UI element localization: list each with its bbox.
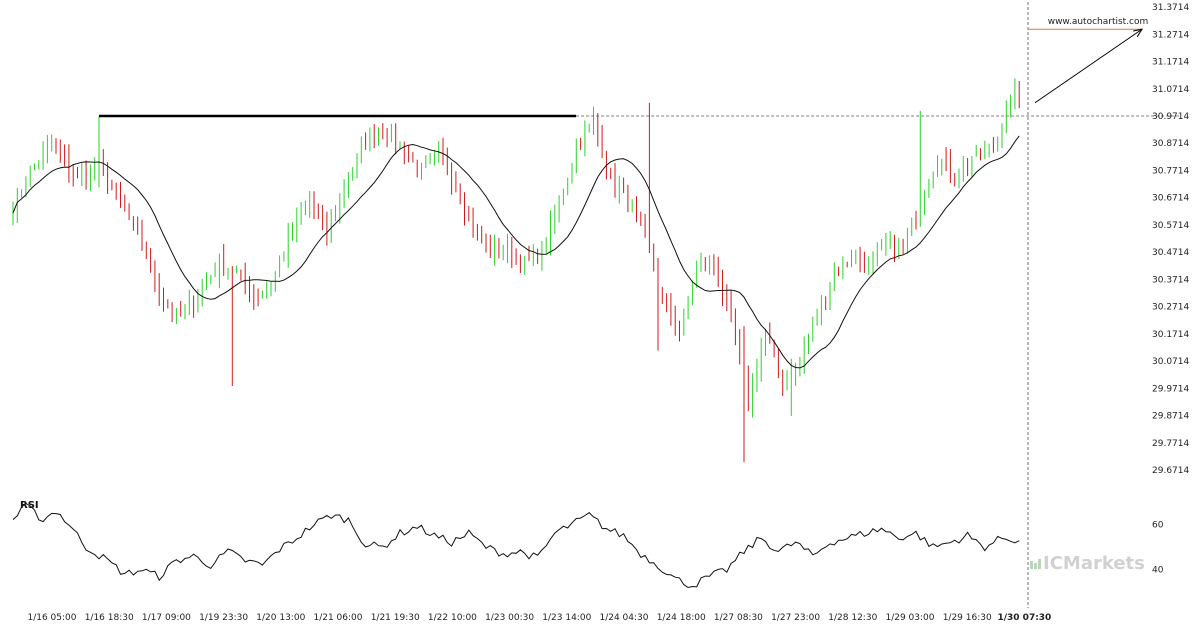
x-tick-label: 1/28 12:30 bbox=[828, 613, 877, 623]
y-tick-label: 30.9714 bbox=[1152, 112, 1189, 122]
rsi-tick-label: 40 bbox=[1152, 566, 1164, 576]
y-tick-label: 29.8714 bbox=[1152, 412, 1189, 422]
x-tick-label: 1/20 13:00 bbox=[256, 613, 305, 623]
x-tick-label: 1/21 19:30 bbox=[371, 613, 420, 623]
y-tick-label: 30.6714 bbox=[1152, 194, 1189, 204]
autochartist-watermark: www.autochartist.com bbox=[1048, 17, 1149, 27]
y-tick-label: 29.6714 bbox=[1152, 466, 1189, 476]
x-tick-label: 1/16 18:30 bbox=[85, 613, 134, 623]
y-tick-label: 31.2714 bbox=[1152, 30, 1189, 40]
y-tick-label: 29.7714 bbox=[1152, 439, 1189, 449]
logo-bar-2 bbox=[1038, 559, 1041, 569]
x-tick-label: 1/30 07:30 bbox=[997, 613, 1051, 623]
icmarkets-logo: ICMarkets bbox=[1030, 553, 1145, 574]
y-tick-label: 30.8714 bbox=[1152, 139, 1189, 149]
rsi-label: RSI bbox=[20, 500, 39, 511]
projection-arrow-line bbox=[1034, 28, 1143, 104]
logo-text: ICMarkets bbox=[1043, 553, 1145, 574]
candles-group bbox=[12, 78, 1020, 463]
x-tick-label: 1/23 00:30 bbox=[485, 613, 534, 623]
logo-bar-0 bbox=[1030, 561, 1033, 569]
x-tick-label: 1/22 10:00 bbox=[428, 613, 477, 623]
rsi-tick-label: 60 bbox=[1152, 520, 1164, 530]
x-tick-label: 1/24 04:30 bbox=[599, 613, 648, 623]
x-tick-label: 1/17 09:00 bbox=[142, 613, 191, 623]
y-tick-label: 30.2714 bbox=[1152, 303, 1189, 313]
y-tick-label: 30.4714 bbox=[1152, 248, 1189, 258]
x-tick-label: 1/29 16:30 bbox=[943, 613, 992, 623]
rsi-panel: RSI 60 40 ICMarkets bbox=[12, 500, 1164, 589]
x-tick-label: 1/27 23:00 bbox=[771, 613, 820, 623]
rsi-line bbox=[12, 502, 1020, 589]
x-tick-label: 1/29 03:00 bbox=[885, 613, 934, 623]
y-tick-label: 29.9714 bbox=[1152, 384, 1189, 394]
x-tick-label: 1/16 05:00 bbox=[27, 613, 76, 623]
y-tick-label: 30.7714 bbox=[1152, 167, 1189, 177]
y-tick-label: 31.3714 bbox=[1152, 3, 1189, 13]
y-tick-label: 30.1714 bbox=[1152, 330, 1189, 340]
logo-bar-1 bbox=[1034, 563, 1037, 569]
x-tick-label: 1/19 23:30 bbox=[199, 613, 248, 623]
y-tick-label: 31.0714 bbox=[1152, 85, 1189, 95]
x-tick-label: 1/27 08:30 bbox=[714, 613, 763, 623]
x-tick-label: 1/24 18:00 bbox=[657, 613, 706, 623]
overlays-group: www.autochartist.com bbox=[12, 2, 1180, 608]
y-tick-label: 30.3714 bbox=[1152, 275, 1189, 285]
axes-group: 31.3714 31.2714 31.1714 31.0714 30.9714 30.87… bbox=[27, 3, 1189, 623]
y-tick-label: 30.0714 bbox=[1152, 357, 1189, 367]
moving-average-line bbox=[12, 135, 1020, 369]
y-tick-label: 31.1714 bbox=[1152, 58, 1189, 68]
y-tick-label: 30.5714 bbox=[1152, 221, 1189, 231]
projection-arrow-head bbox=[1133, 28, 1144, 38]
x-tick-label: 1/21 06:00 bbox=[313, 613, 362, 623]
x-tick-label: 1/23 14:00 bbox=[542, 613, 591, 623]
